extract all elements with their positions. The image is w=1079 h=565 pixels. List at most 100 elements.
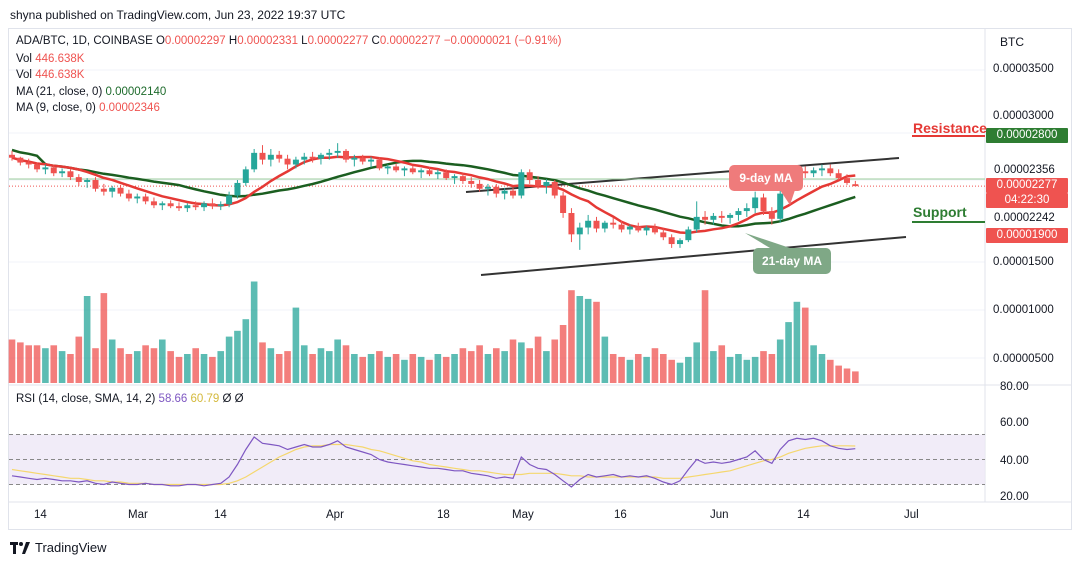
volume-bar (568, 290, 575, 383)
volume-bar (526, 348, 533, 383)
candle-body (226, 195, 233, 205)
time-tick: 18 (437, 509, 450, 521)
candle-body (34, 164, 41, 170)
candle-body (217, 204, 224, 207)
legend-vol2-label: Vol (16, 69, 32, 81)
candle-body (334, 150, 341, 153)
volume-bar (793, 301, 801, 383)
candle-body (852, 184, 859, 187)
rsi-line (11, 436, 856, 488)
ma9-line (11, 155, 856, 235)
volume-bar (300, 345, 308, 383)
price-tick: 0.00000500 (993, 353, 1054, 365)
close-price-tag: 0.00002277 (986, 178, 1068, 193)
volume-bar (501, 351, 508, 383)
legend-ma21-value: 0.00002140 (105, 86, 167, 98)
chart-frame (8, 28, 1072, 530)
candle-body (459, 176, 466, 181)
support-label: Support (913, 204, 967, 220)
candle-body (601, 222, 608, 229)
support-price-tag: 0.00001900 (986, 228, 1068, 243)
volume-bar (259, 342, 266, 383)
volume-bar (626, 359, 634, 383)
candle-body (75, 177, 82, 182)
volume-bar (159, 339, 166, 383)
volume-bar (133, 351, 141, 383)
volume-bar (58, 351, 66, 383)
volume-bar (334, 339, 341, 383)
candle-body (117, 187, 124, 194)
volume-bar (50, 345, 58, 383)
volume-bar (8, 339, 16, 383)
volume-bar (67, 354, 74, 383)
candle-body (727, 214, 734, 218)
candle-body (710, 215, 717, 220)
volume-bar (442, 356, 450, 383)
resistance-label: Resistance (913, 120, 987, 136)
candle-body (643, 227, 650, 231)
rsi-tick: 40.00 (1000, 455, 1029, 467)
price-tick: 0.00003500 (993, 63, 1054, 75)
volume-bar (175, 356, 183, 383)
volume-bar (818, 354, 826, 383)
volume-bar (225, 336, 233, 383)
volume-bar (693, 342, 700, 383)
volume-bar (701, 290, 709, 383)
volume-bar (493, 348, 500, 383)
candle-body (242, 169, 249, 183)
volume-bar (250, 281, 258, 383)
ma21-callout-pointer (745, 233, 790, 248)
volume-bar (275, 354, 283, 383)
legend-vol1-label: Vol (16, 53, 32, 65)
candle-body (768, 211, 775, 219)
candle-body (651, 227, 658, 233)
ma21-line (11, 148, 856, 228)
time-tick: 16 (614, 509, 627, 521)
volume-bar (83, 296, 91, 383)
candle-body (142, 196, 149, 202)
volume-bar (776, 339, 784, 383)
legend-high: 0.00002331 (237, 35, 298, 47)
volume-bar (643, 356, 650, 383)
legend-rsi-x2: Ø (234, 393, 244, 405)
volume-bar (576, 296, 584, 383)
legend-vol1-value: 446.638K (35, 53, 85, 65)
volume-bar (100, 293, 108, 383)
volume-bar (75, 336, 83, 383)
volume-bar (167, 351, 174, 383)
volume-bar (743, 359, 751, 383)
candle-body (476, 183, 483, 189)
legend-change: −0.00000021 (−0.91%) (443, 35, 562, 47)
volume-bar (451, 354, 458, 383)
volume-bar (785, 322, 792, 383)
footer-brand[interactable]: TradingView (10, 540, 107, 555)
candle-body (760, 197, 767, 212)
volume-bar (827, 359, 834, 383)
resistance-price-tag: 0.00002800 (986, 128, 1068, 143)
volume-bar (726, 356, 734, 383)
candle-body (251, 152, 258, 170)
volume-bar (634, 354, 642, 383)
candle-body (777, 193, 784, 219)
candle-body (343, 150, 349, 160)
volume-bar (618, 356, 625, 383)
volume-bar (384, 356, 392, 383)
volume-bar (117, 348, 124, 383)
candle-body (368, 159, 375, 162)
volume-bar (543, 351, 550, 383)
volume-bar (234, 330, 241, 383)
candle-body (276, 154, 283, 159)
price-tick: 0.00001500 (993, 256, 1054, 268)
volume-bar (476, 345, 483, 383)
legend-h-label: H (228, 35, 238, 47)
volume-bar (760, 351, 767, 383)
candle-body (267, 154, 274, 160)
candle-body (827, 168, 834, 174)
legend-open: 0.00002297 (164, 35, 226, 47)
candle-body (234, 182, 241, 196)
candle-body (551, 181, 558, 196)
volume-bar (292, 307, 300, 383)
volume-bar (735, 354, 742, 383)
volume-bar (660, 354, 667, 383)
